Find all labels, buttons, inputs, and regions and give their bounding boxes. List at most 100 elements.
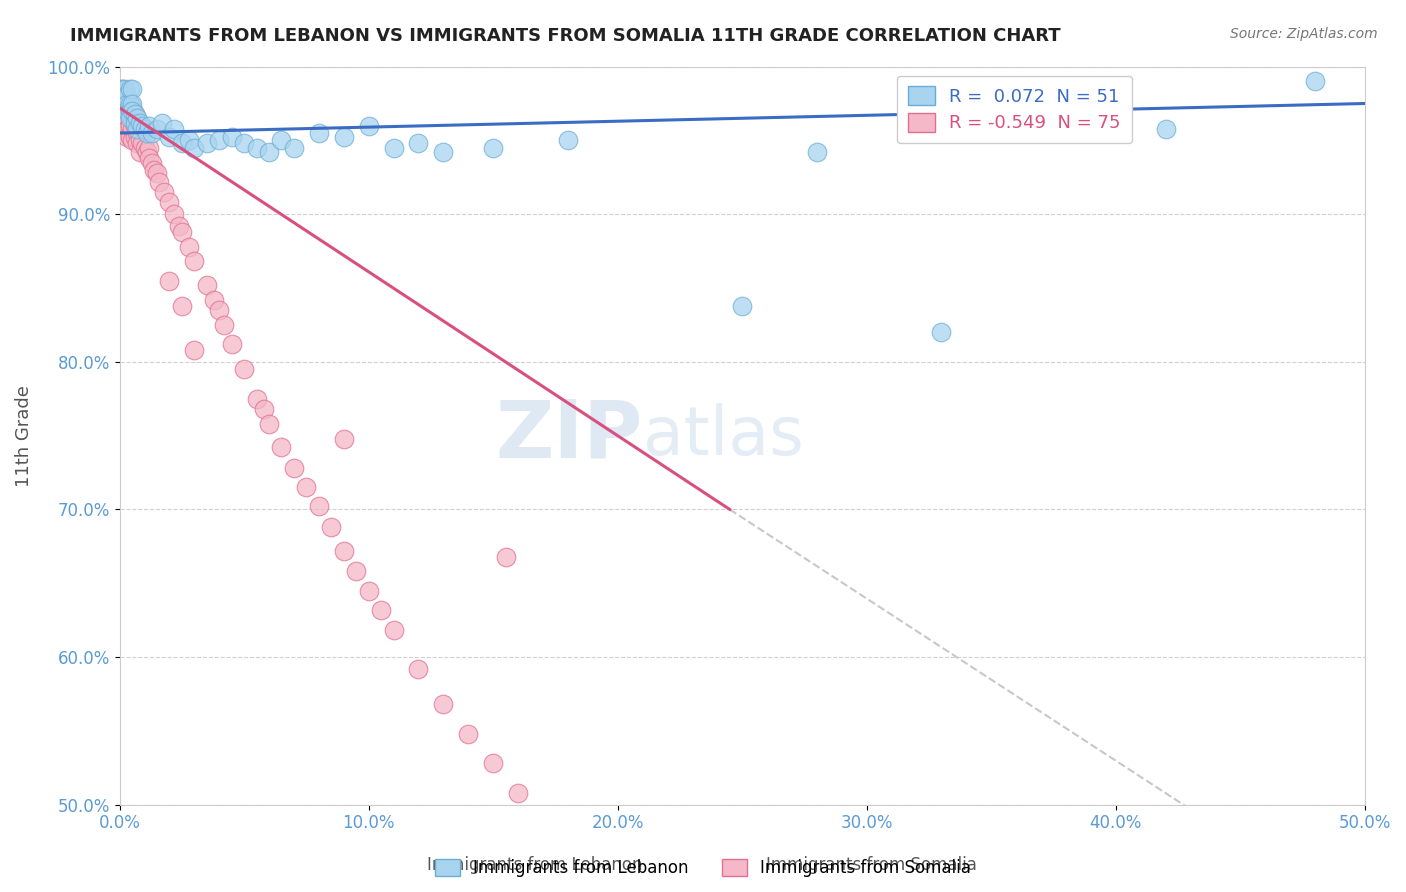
Point <box>115 121 138 136</box>
Point <box>125 121 148 136</box>
Point <box>124 107 146 121</box>
Point <box>370 603 392 617</box>
Point <box>128 133 150 147</box>
Point <box>506 786 529 800</box>
Text: IMMIGRANTS FROM LEBANON VS IMMIGRANTS FROM SOMALIA 11TH GRADE CORRELATION CHART: IMMIGRANTS FROM LEBANON VS IMMIGRANTS FR… <box>70 27 1062 45</box>
Legend: R =  0.072  N = 51, R = -0.549  N = 75: R = 0.072 N = 51, R = -0.549 N = 75 <box>897 76 1132 144</box>
Point <box>121 101 143 115</box>
Point <box>531 813 554 827</box>
Text: ZIP: ZIP <box>495 397 643 475</box>
Text: atlas: atlas <box>643 402 803 468</box>
Y-axis label: 11th Grade: 11th Grade <box>15 384 32 486</box>
Point <box>114 81 136 95</box>
Text: Source: ZipAtlas.com: Source: ZipAtlas.com <box>1230 27 1378 41</box>
Point <box>114 89 136 103</box>
Point <box>118 119 141 133</box>
Point <box>163 207 186 221</box>
Text: Immigrants from Somalia: Immigrants from Somalia <box>766 856 977 874</box>
Point <box>125 126 148 140</box>
Point <box>170 136 193 151</box>
Point <box>179 133 201 147</box>
Point <box>150 116 173 130</box>
Point <box>233 136 256 151</box>
Point <box>245 141 267 155</box>
Point <box>170 299 193 313</box>
Point <box>134 141 156 155</box>
Point <box>118 107 141 121</box>
Point <box>408 662 430 676</box>
Point <box>208 303 231 318</box>
Point <box>136 145 159 160</box>
Point <box>138 119 160 133</box>
Point <box>257 417 280 431</box>
Point <box>121 96 143 111</box>
Point <box>124 107 146 121</box>
Point <box>332 543 354 558</box>
Point <box>270 441 292 455</box>
Point <box>283 141 305 155</box>
Point <box>138 141 160 155</box>
Point <box>136 126 159 140</box>
Point <box>131 119 153 133</box>
Point <box>221 130 243 145</box>
Point <box>482 756 505 771</box>
Point <box>382 141 405 155</box>
Point <box>482 141 505 155</box>
Point <box>308 500 330 514</box>
Point <box>146 166 169 180</box>
Point <box>111 81 134 95</box>
Point <box>115 101 138 115</box>
Point <box>557 133 579 147</box>
Point <box>221 337 243 351</box>
Point <box>125 136 148 151</box>
Point <box>124 119 146 133</box>
Point <box>233 362 256 376</box>
Point <box>118 112 141 126</box>
Point <box>115 130 138 145</box>
Point <box>183 254 205 268</box>
Point <box>495 549 517 564</box>
Point <box>118 130 141 145</box>
Point <box>118 96 141 111</box>
Point <box>128 116 150 130</box>
Point <box>125 116 148 130</box>
Point <box>114 101 136 115</box>
Point <box>931 326 953 340</box>
Point <box>153 185 176 199</box>
Point <box>169 219 191 233</box>
Point <box>118 103 141 118</box>
Point <box>131 136 153 151</box>
Point <box>128 145 150 160</box>
Point <box>1154 121 1177 136</box>
Point <box>183 343 205 357</box>
Point <box>138 151 160 165</box>
Point <box>432 145 454 160</box>
Point <box>115 89 138 103</box>
Point <box>432 698 454 712</box>
Point <box>253 402 276 417</box>
Point <box>121 121 143 136</box>
Point <box>141 126 163 140</box>
Point <box>731 299 754 313</box>
Point <box>245 392 267 406</box>
Point <box>332 432 354 446</box>
Point <box>118 96 141 111</box>
Point <box>121 112 143 126</box>
Point <box>257 145 280 160</box>
Point <box>382 624 405 638</box>
Point <box>114 112 136 126</box>
Point <box>357 583 380 598</box>
Point <box>408 136 430 151</box>
Point <box>1303 74 1326 88</box>
Point <box>195 278 218 293</box>
Point <box>111 103 134 118</box>
Point <box>212 318 235 332</box>
Point <box>157 274 180 288</box>
Point <box>146 121 169 136</box>
Point <box>357 119 380 133</box>
Point <box>157 130 180 145</box>
Point <box>208 133 231 147</box>
Point <box>270 133 292 147</box>
Point <box>134 121 156 136</box>
Point <box>202 293 225 307</box>
